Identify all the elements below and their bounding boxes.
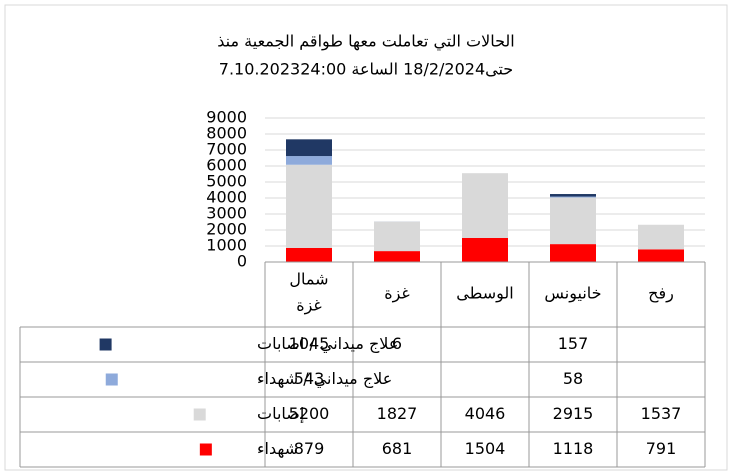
chart-border — [4, 4, 728, 471]
table-value: 543 — [294, 369, 325, 388]
bar-segment — [462, 237, 508, 262]
y-tick-label: 8000 — [206, 124, 247, 143]
legend-label: إصابات — [257, 404, 304, 423]
y-tick-label: 9000 — [206, 108, 247, 127]
x-tick-label: رفح — [648, 284, 674, 304]
bar-segment — [286, 247, 332, 262]
bar-segment — [374, 221, 420, 252]
table-value: 791 — [646, 439, 677, 458]
legend-key — [105, 373, 118, 386]
bar-segment — [374, 251, 420, 262]
x-tick-label-line: غزة — [296, 296, 322, 316]
bar-segment — [550, 196, 596, 198]
legend-label: علاج ميداني / شهداء — [257, 369, 392, 389]
legend-label: علاج ميداني / اصابات — [257, 334, 398, 354]
y-tick-label: 5000 — [206, 172, 247, 191]
bar-segment — [638, 249, 684, 262]
y-tick-label: 7000 — [206, 140, 247, 159]
legend-key — [99, 338, 112, 351]
y-tick-label: 4000 — [206, 188, 247, 207]
y-tick-label: 1000 — [206, 236, 247, 255]
table-value: 58 — [563, 369, 583, 388]
bar-segment — [550, 244, 596, 262]
bar-segment — [462, 173, 508, 238]
bar-segment — [550, 197, 596, 245]
table-value: 6 — [392, 334, 402, 353]
bar-segment — [638, 224, 684, 250]
y-tick-label: 6000 — [206, 156, 247, 175]
y-tick-label: 2000 — [206, 220, 247, 239]
table-value: 1537 — [641, 404, 682, 423]
y-tick-label: 0 — [237, 252, 247, 271]
table-value: 1118 — [553, 439, 594, 458]
legend-key — [193, 408, 206, 421]
table-value: 1504 — [465, 439, 506, 458]
table-value: 2915 — [553, 404, 594, 423]
x-tick-label-line: شمال — [289, 270, 328, 289]
table-value: 879 — [294, 439, 325, 458]
legend-key — [199, 443, 212, 456]
x-tick-label: الوسطى — [456, 284, 513, 304]
bar-segment — [286, 139, 332, 157]
x-tick-label: خانيونس — [544, 284, 601, 304]
chart-title: الحالات التي تعاملت معها طواقم الجمعية م… — [217, 32, 514, 52]
bar-segment — [286, 164, 332, 248]
table-value: 1827 — [377, 404, 418, 423]
x-tick-label: غزة — [384, 284, 410, 304]
legend-label: شهداء — [257, 439, 298, 459]
chart-title: 7.10.2023حتى18/2/2024 الساعة 24:00 — [219, 60, 513, 79]
table-value: 5200 — [289, 404, 330, 423]
bar-segment — [286, 156, 332, 165]
table-value: 157 — [558, 334, 589, 353]
table-value: 4046 — [465, 404, 506, 423]
table-value: 681 — [382, 439, 413, 458]
bar-segment — [550, 194, 596, 197]
y-tick-label: 3000 — [206, 204, 247, 223]
table-value: 1045 — [289, 334, 330, 353]
